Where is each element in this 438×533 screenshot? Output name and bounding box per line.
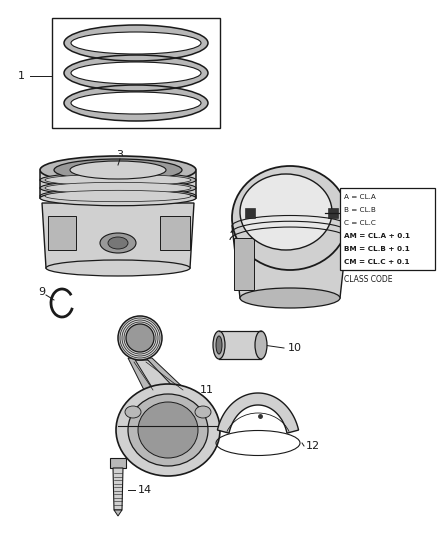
Polygon shape xyxy=(114,510,122,516)
Polygon shape xyxy=(219,331,261,359)
Text: 14: 14 xyxy=(138,485,152,495)
Ellipse shape xyxy=(240,288,340,308)
Polygon shape xyxy=(160,216,190,250)
Text: 3: 3 xyxy=(117,150,124,160)
Bar xyxy=(245,208,255,218)
Ellipse shape xyxy=(64,85,208,121)
Bar xyxy=(52,18,220,128)
Ellipse shape xyxy=(240,174,332,250)
Ellipse shape xyxy=(118,316,162,360)
Polygon shape xyxy=(146,358,190,394)
Polygon shape xyxy=(48,216,76,250)
Ellipse shape xyxy=(216,336,222,354)
Ellipse shape xyxy=(71,62,201,84)
Polygon shape xyxy=(40,172,196,198)
Bar xyxy=(328,208,338,218)
Ellipse shape xyxy=(54,159,182,181)
Polygon shape xyxy=(132,360,186,392)
Text: 10: 10 xyxy=(288,343,302,353)
Ellipse shape xyxy=(232,166,348,270)
Ellipse shape xyxy=(64,55,208,91)
Ellipse shape xyxy=(45,182,191,193)
Ellipse shape xyxy=(108,237,128,249)
Text: 1: 1 xyxy=(18,71,25,81)
Ellipse shape xyxy=(40,156,196,184)
Polygon shape xyxy=(217,393,299,433)
Ellipse shape xyxy=(255,331,267,359)
Ellipse shape xyxy=(195,406,211,418)
Ellipse shape xyxy=(71,32,201,54)
Ellipse shape xyxy=(116,384,220,476)
Polygon shape xyxy=(42,203,194,268)
Text: 11: 11 xyxy=(200,385,214,395)
Ellipse shape xyxy=(100,233,136,253)
Ellipse shape xyxy=(40,190,196,206)
Ellipse shape xyxy=(128,394,208,466)
Bar xyxy=(340,188,435,270)
Ellipse shape xyxy=(213,331,225,359)
Ellipse shape xyxy=(64,25,208,61)
Ellipse shape xyxy=(45,174,191,185)
Ellipse shape xyxy=(70,161,166,179)
Polygon shape xyxy=(234,238,254,290)
Text: CM = CL.C + 0.1: CM = CL.C + 0.1 xyxy=(344,259,410,265)
Text: 9: 9 xyxy=(38,287,45,297)
Bar xyxy=(110,458,126,468)
Text: BM = CL.B + 0.1: BM = CL.B + 0.1 xyxy=(344,246,410,252)
Ellipse shape xyxy=(40,172,196,188)
Ellipse shape xyxy=(40,188,196,204)
Text: B = CL.B: B = CL.B xyxy=(344,207,376,213)
Ellipse shape xyxy=(126,324,154,352)
Ellipse shape xyxy=(46,260,190,276)
Text: 12: 12 xyxy=(306,441,320,451)
Polygon shape xyxy=(232,226,348,298)
Ellipse shape xyxy=(40,180,196,196)
Text: CLASS CODE: CLASS CODE xyxy=(344,276,392,285)
Text: AM = CL.A + 0.1: AM = CL.A + 0.1 xyxy=(344,233,410,239)
Text: C = CL.C: C = CL.C xyxy=(344,220,376,226)
Ellipse shape xyxy=(125,406,141,418)
Ellipse shape xyxy=(45,190,191,201)
Polygon shape xyxy=(113,468,123,510)
Text: A = CL.A: A = CL.A xyxy=(344,194,376,200)
Polygon shape xyxy=(128,358,156,394)
Ellipse shape xyxy=(71,92,201,114)
Ellipse shape xyxy=(138,402,198,458)
